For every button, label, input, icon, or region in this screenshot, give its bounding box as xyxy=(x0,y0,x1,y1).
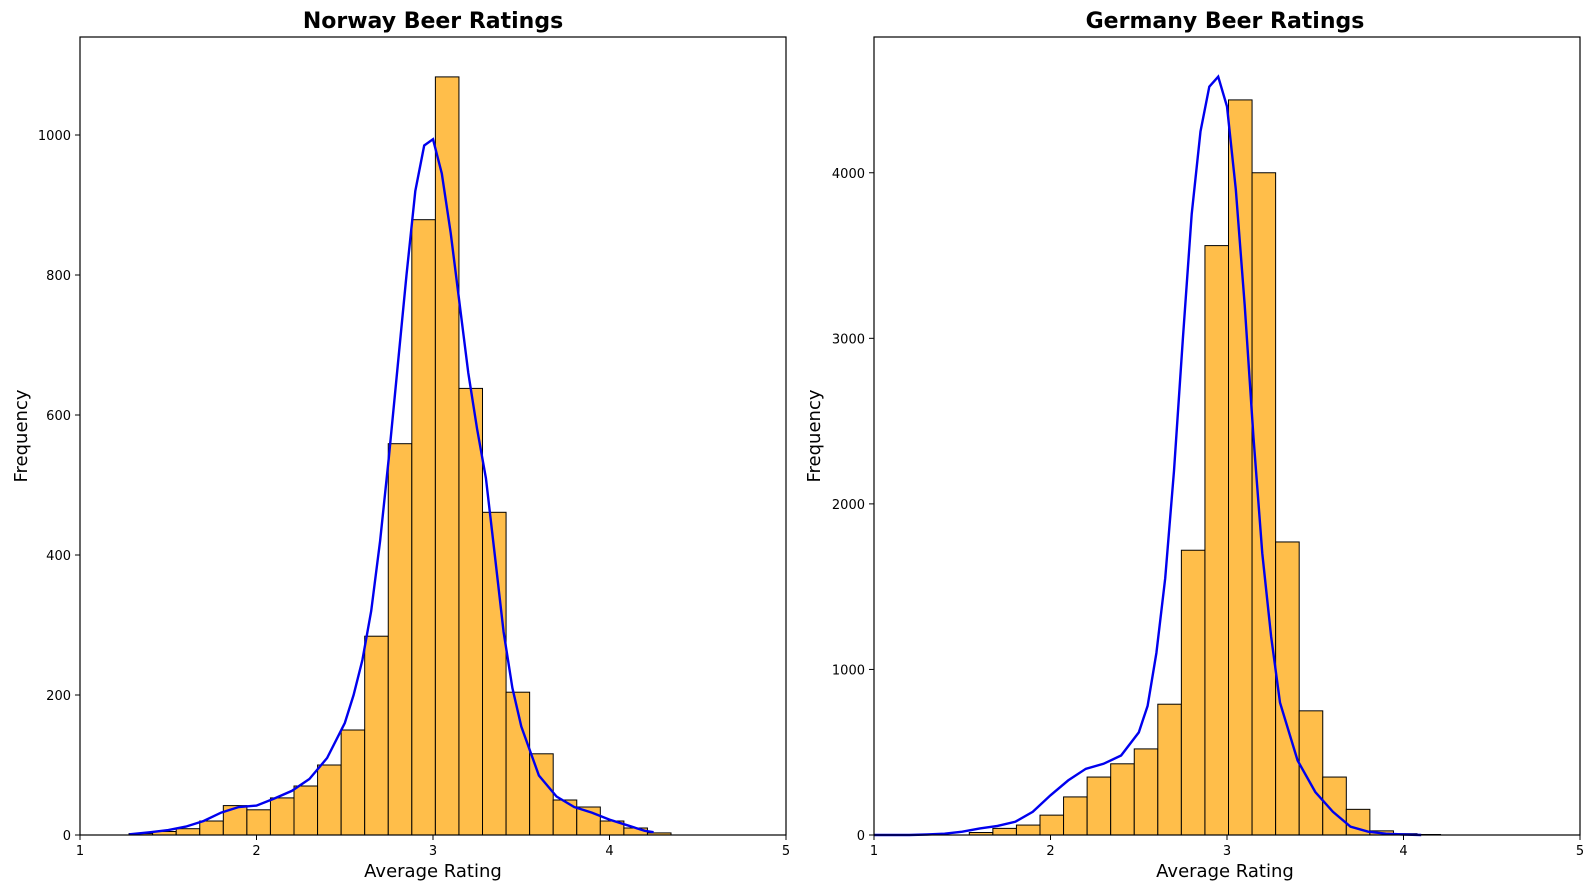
histogram-bar xyxy=(1157,703,1182,836)
y-tick-label: 4000 xyxy=(832,167,865,182)
x-tick-label: 2 xyxy=(1046,844,1054,859)
histogram-bars xyxy=(128,76,672,836)
histogram-bar xyxy=(1063,796,1088,836)
histogram-bar xyxy=(434,76,460,836)
x-tick-label: 5 xyxy=(782,844,790,859)
y-tick-label: 0 xyxy=(857,829,865,844)
y-tick-label: 600 xyxy=(46,409,71,424)
chart-title: Norway Beer Ratings xyxy=(303,9,563,34)
x-axis-ticks: 1 2 3 4 5 xyxy=(76,835,790,859)
histogram-bar xyxy=(364,635,389,836)
histogram-bar xyxy=(992,827,1017,836)
histogram-bar xyxy=(1228,99,1253,836)
y-tick-label: 200 xyxy=(46,689,71,704)
norway-chart: Norway Beer Ratings 1 2 3 4 5 0 200 400 600 800 1… xyxy=(11,9,790,882)
x-tick-label: 1 xyxy=(76,844,84,859)
histogram-bar xyxy=(175,828,201,836)
histogram-bar xyxy=(246,809,271,836)
x-tick-label: 1 xyxy=(870,844,878,859)
x-tick-label: 4 xyxy=(605,844,613,859)
histogram-bar xyxy=(1015,824,1041,836)
kde-curve xyxy=(874,74,1422,837)
y-tick-label: 1000 xyxy=(38,129,71,144)
histogram-bar xyxy=(1180,549,1206,836)
histogram-bar xyxy=(1039,814,1065,836)
histogram-bar xyxy=(1251,172,1277,836)
y-axis-label: Frequency xyxy=(804,389,825,482)
x-tick-label: 3 xyxy=(429,844,437,859)
y-tick-label: 2000 xyxy=(832,498,865,513)
y-tick-label: 800 xyxy=(46,269,71,284)
y-tick-label: 3000 xyxy=(832,332,865,347)
chart-title: Germany Beer Ratings xyxy=(1086,9,1365,34)
histogram-bar xyxy=(1110,763,1135,836)
histogram-bar xyxy=(1086,776,1112,836)
y-axis-ticks: 0 200 400 600 800 1000 xyxy=(38,129,80,844)
histogram-bar xyxy=(293,785,319,836)
histogram-bar xyxy=(458,387,484,836)
x-tick-label: 5 xyxy=(1576,844,1584,859)
histogram-bar xyxy=(411,219,436,836)
kde-curve xyxy=(129,137,654,836)
histogram-bar xyxy=(1204,245,1230,836)
histogram-bar xyxy=(199,820,224,836)
histogram-bar xyxy=(269,797,295,836)
histogram-bar xyxy=(317,764,342,836)
x-axis-label: Average Rating xyxy=(1156,861,1294,882)
germany-chart: Germany Beer Ratings 1 2 3 4 5 0 1000 2000 3000… xyxy=(804,9,1584,882)
x-axis-label: Average Rating xyxy=(364,861,502,882)
x-tick-label: 3 xyxy=(1223,844,1231,859)
x-tick-label: 4 xyxy=(1399,844,1407,859)
histogram-bar xyxy=(1133,748,1159,836)
y-tick-label: 1000 xyxy=(832,663,865,678)
histogram-bars xyxy=(968,99,1442,836)
x-tick-label: 2 xyxy=(252,844,260,859)
y-tick-label: 400 xyxy=(46,549,71,564)
x-axis-ticks: 1 2 3 4 5 xyxy=(870,835,1584,859)
histogram-bar xyxy=(340,729,366,836)
histogram-bar xyxy=(529,753,554,836)
histogram-bar xyxy=(387,443,413,836)
y-axis-ticks: 0 1000 2000 3000 4000 xyxy=(832,167,874,844)
y-tick-label: 0 xyxy=(63,829,71,844)
histogram-bar xyxy=(1298,710,1324,836)
y-axis-label: Frequency xyxy=(11,389,32,482)
